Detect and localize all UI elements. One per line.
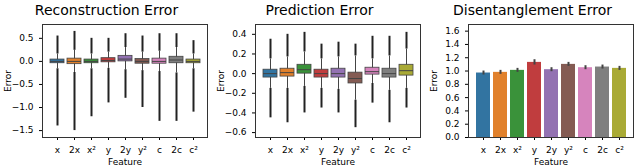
svg-text:0.0: 0.0 bbox=[445, 132, 460, 142]
svg-text:0.0: 0.0 bbox=[232, 69, 247, 79]
svg-text:y²: y² bbox=[564, 145, 573, 155]
svg-text:Feature: Feature bbox=[108, 157, 142, 167]
svg-text:Feature: Feature bbox=[534, 157, 568, 167]
svg-text:Error: Error bbox=[3, 70, 13, 92]
svg-text:2c: 2c bbox=[384, 145, 395, 155]
svg-text:y: y bbox=[106, 145, 112, 155]
svg-text:2c: 2c bbox=[171, 145, 182, 155]
svg-text:Error: Error bbox=[216, 70, 226, 92]
svg-text:−0.5: −0.5 bbox=[12, 79, 34, 89]
svg-text:0.4: 0.4 bbox=[445, 106, 460, 116]
html-text:Reconstruction Error: Reconstruction Error bbox=[34, 2, 179, 18]
svg-text:0.0: 0.0 bbox=[19, 56, 34, 66]
svg-text:y²: y² bbox=[351, 145, 360, 155]
svg-text:2x: 2x bbox=[69, 145, 81, 155]
svg-text:c²: c² bbox=[615, 145, 624, 155]
svg-text:y²: y² bbox=[138, 145, 147, 155]
svg-text:Feature: Feature bbox=[321, 157, 355, 167]
svg-text:2y: 2y bbox=[333, 145, 345, 155]
svg-text:x²: x² bbox=[87, 145, 96, 155]
svg-text:x: x bbox=[55, 145, 61, 155]
svg-text:−0.2: −0.2 bbox=[225, 88, 247, 98]
svg-text:0.2: 0.2 bbox=[445, 119, 459, 129]
svg-text:y: y bbox=[532, 145, 538, 155]
svg-text:−1.0: −1.0 bbox=[12, 102, 34, 112]
svg-text:0.5: 0.5 bbox=[19, 33, 33, 43]
svg-text:x²: x² bbox=[513, 145, 522, 155]
svg-text:2x: 2x bbox=[282, 145, 294, 155]
svg-text:c: c bbox=[583, 145, 588, 155]
svg-text:1.4: 1.4 bbox=[445, 39, 460, 49]
svg-text:−1.5: −1.5 bbox=[12, 125, 34, 135]
svg-text:c²: c² bbox=[189, 145, 198, 155]
svg-text:1.0: 1.0 bbox=[445, 66, 460, 76]
svg-text:−0.4: −0.4 bbox=[225, 108, 247, 118]
svg-text:1.2: 1.2 bbox=[445, 53, 459, 63]
svg-text:2y: 2y bbox=[546, 145, 558, 155]
svg-text:c: c bbox=[157, 145, 162, 155]
html-text:Disentanglement Error: Disentanglement Error bbox=[453, 2, 612, 18]
svg-text:c²: c² bbox=[402, 145, 411, 155]
svg-text:2c: 2c bbox=[597, 145, 608, 155]
svg-text:0.4: 0.4 bbox=[232, 29, 247, 39]
svg-text:0.6: 0.6 bbox=[445, 92, 460, 102]
svg-text:x²: x² bbox=[300, 145, 309, 155]
svg-text:2x: 2x bbox=[495, 145, 507, 155]
svg-text:−0.6: −0.6 bbox=[225, 127, 247, 137]
svg-text:Error: Error bbox=[429, 70, 439, 92]
svg-text:x: x bbox=[268, 145, 274, 155]
svg-text:2y: 2y bbox=[120, 145, 132, 155]
html-text:Prediction Error: Prediction Error bbox=[265, 2, 374, 18]
svg-text:y: y bbox=[319, 145, 325, 155]
svg-text:x: x bbox=[481, 145, 487, 155]
svg-text:1.6: 1.6 bbox=[445, 26, 460, 36]
svg-text:0.2: 0.2 bbox=[232, 49, 246, 59]
svg-text:0.8: 0.8 bbox=[445, 79, 460, 89]
svg-text:c: c bbox=[370, 145, 375, 155]
